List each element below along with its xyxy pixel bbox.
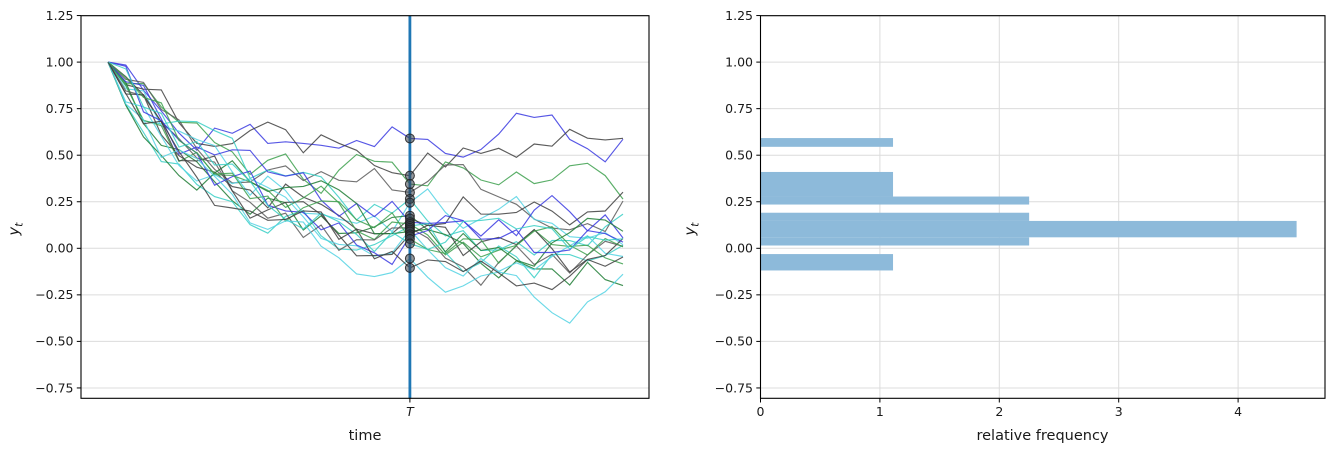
trajectory-line	[107, 61, 624, 266]
right-plot-frame	[759, 15, 1326, 399]
left-plot-frame	[80, 15, 650, 399]
y-tick-label: −0.25	[35, 287, 73, 302]
y-tick-label: 0.75	[725, 101, 753, 116]
y-tick-label: 1.25	[725, 8, 753, 23]
trajectory-line	[107, 61, 624, 279]
value-at-T-marker	[404, 262, 415, 273]
value-at-T-marker	[404, 179, 415, 190]
x-tick-label: 3	[1115, 404, 1123, 419]
T-tick-label: T	[406, 404, 415, 419]
left-y-axis-label: yt	[6, 222, 26, 236]
histogram-bar	[760, 237, 1030, 246]
x-tick-label: 1	[876, 404, 884, 419]
trajectory-line	[107, 61, 624, 291]
histogram-bar	[760, 138, 894, 147]
y-tick-label: 1.00	[725, 54, 753, 69]
trajectory-line	[107, 61, 624, 253]
right-y-axis-label: yt	[682, 222, 702, 236]
histogram-bar	[760, 196, 1030, 205]
x-tick-label: 2	[995, 404, 1003, 419]
trajectory-line	[107, 61, 624, 163]
trajectory-line	[107, 61, 624, 273]
left-x-axis-label: time	[348, 428, 382, 444]
trajectory-line	[107, 61, 624, 264]
y-tick-label: 1.00	[46, 54, 74, 69]
histogram-bar	[760, 220, 1297, 238]
y-tick-label: −0.75	[35, 380, 73, 395]
trajectory-line	[107, 61, 624, 235]
histogram-bar	[760, 171, 894, 197]
trajectory-line	[107, 61, 624, 233]
y-tick-label: −0.75	[715, 380, 753, 395]
trajectory-line	[107, 61, 624, 265]
trajectory-line	[107, 61, 624, 267]
y-tick-label: 0.00	[725, 241, 753, 256]
y-tick-label: 0.50	[46, 148, 74, 163]
value-at-T-marker	[404, 238, 415, 249]
value-at-T-marker	[404, 197, 415, 208]
y-tick-label: 1.25	[46, 8, 74, 23]
right-x-axis-label: relative frequency	[976, 428, 1109, 444]
trajectory-line	[107, 61, 624, 324]
value-at-T-marker	[404, 170, 415, 181]
y-tick-label: 0.25	[46, 194, 74, 209]
trajectory-line	[107, 61, 624, 277]
trajectory-line	[107, 61, 624, 287]
histogram-bar	[760, 212, 1030, 221]
value-at-T-marker	[404, 253, 415, 264]
x-tick-label: 4	[1234, 404, 1242, 419]
trajectory-line	[107, 61, 624, 239]
y-tick-label: 0.75	[46, 101, 74, 116]
value-at-T-marker	[404, 133, 415, 144]
y-tick-label: −0.50	[715, 334, 753, 349]
y-tick-label: 0.50	[725, 148, 753, 163]
y-tick-label: 0.25	[725, 194, 753, 209]
y-tick-label: −0.50	[35, 334, 73, 349]
trajectory-line	[107, 61, 624, 200]
y-tick-label: −0.25	[715, 287, 753, 302]
y-tick-label: 0.00	[46, 241, 74, 256]
x-tick-label: 0	[757, 404, 765, 419]
histogram-bar	[760, 254, 894, 271]
